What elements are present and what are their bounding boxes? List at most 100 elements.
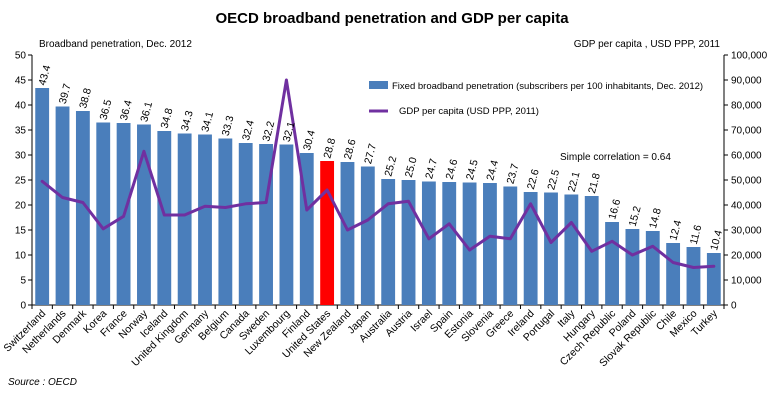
gdp-point: [631, 253, 634, 257]
bar: [483, 183, 497, 305]
gdp-point: [468, 248, 471, 252]
right-axis-label: GDP per capita , USD PPP, 2011: [574, 39, 721, 50]
data-label: 36.5: [98, 98, 115, 121]
data-label: 24.5: [464, 158, 481, 181]
gdp-point: [81, 201, 85, 204]
gdp-point: [101, 227, 105, 231]
data-label: 32.4: [240, 119, 257, 142]
right-tick-label: 50,000: [731, 176, 762, 187]
right-tick-label: 80,000: [731, 101, 762, 112]
gdp-point: [40, 179, 44, 183]
right-tick-label: 70,000: [731, 126, 762, 137]
bar: [96, 122, 111, 305]
data-label: 24.6: [444, 158, 461, 181]
right-tick-label: 90,000: [731, 76, 762, 87]
bar: [177, 133, 192, 305]
data-label: 34.8: [159, 107, 176, 130]
data-label: 15.2: [627, 205, 644, 228]
right-tick-label: 10,000: [731, 276, 762, 287]
legend: Fixed broadband penetration (subscribers…: [369, 81, 703, 117]
bar: [198, 134, 212, 305]
gdp-point: [447, 222, 451, 226]
right-tick-label: 100,000: [731, 51, 768, 62]
gdp-point: [122, 214, 125, 218]
gdp-point: [346, 228, 349, 232]
gdp-point: [264, 201, 268, 204]
gdp-point: [570, 221, 573, 224]
gdp-point: [244, 202, 248, 206]
gdp-point: [692, 266, 695, 269]
left-tick-label: 40: [15, 101, 27, 112]
source-note: Source : OECD: [8, 377, 77, 388]
data-label: 33.3: [220, 114, 237, 137]
bar: [462, 182, 477, 305]
data-label: 22.1: [566, 170, 583, 193]
data-label: 25.0: [403, 156, 420, 179]
right-tick-label: 20,000: [731, 251, 762, 262]
data-label: 39.7: [57, 82, 74, 105]
data-label: 36.4: [118, 99, 135, 122]
bar: [442, 182, 457, 305]
left-tick-label: 35: [15, 126, 27, 137]
gdp-point: [427, 237, 431, 241]
data-label: 32.2: [260, 120, 277, 143]
right-tick-label: 60,000: [731, 151, 762, 162]
data-label: 22.6: [525, 168, 542, 191]
data-label: 34.3: [179, 109, 196, 132]
bar: [157, 131, 172, 305]
bar: [666, 243, 681, 305]
data-labels: 43.439.7 38.836.5 36.4 36.1 34.8 34.3 34.1 33.3…: [36, 64, 725, 252]
data-label: 21.8: [586, 172, 603, 195]
left-tick-label: 25: [15, 176, 27, 187]
legend-bar-label: Fixed broadband penetration (subscribers…: [392, 81, 703, 92]
bar: [320, 161, 335, 305]
data-label: 11.6: [688, 224, 705, 246]
bar: [401, 180, 416, 305]
gdp-point: [712, 264, 716, 268]
left-tick-label: 15: [15, 226, 27, 237]
bar: [564, 194, 579, 305]
bar: [238, 143, 253, 305]
bar: [605, 222, 619, 305]
gdp-point: [142, 149, 146, 153]
left-tick-label: 50: [15, 51, 27, 62]
gdp-point: [529, 202, 532, 206]
right-tick-label: 40,000: [731, 201, 762, 212]
legend-bar-swatch: [369, 81, 388, 89]
bar: [360, 166, 375, 305]
gdp-point: [285, 78, 288, 82]
left-tick-label: 30: [15, 151, 27, 162]
gdp-point: [183, 213, 186, 217]
gdp-point: [386, 202, 390, 206]
correlation-annotation: Simple correlation = 0.64: [560, 152, 671, 163]
legend-line-label: GDP per capita (USD PPP, 2011): [399, 106, 539, 117]
right-tick-label: 30,000: [731, 226, 762, 237]
data-label: 10.4: [708, 229, 725, 252]
bar: [55, 106, 70, 305]
bar: [503, 186, 518, 305]
bar: [75, 111, 90, 305]
bar: [340, 162, 355, 305]
left-tick-label: 5: [20, 276, 26, 287]
left-tick-label: 20: [15, 201, 27, 212]
gdp-point: [407, 199, 410, 203]
bar: [706, 253, 721, 305]
data-label: 28.8: [321, 137, 338, 160]
bar: [381, 179, 396, 305]
gdp-point: [366, 218, 370, 222]
gdp-line-layer: [40, 78, 716, 269]
gdp-point: [203, 204, 207, 208]
right-tick-label: 0: [731, 301, 737, 312]
gdp-point: [325, 188, 329, 192]
data-label: 16.6: [606, 198, 623, 221]
data-label: 23.7: [505, 162, 522, 185]
category-labels: SwitzerlandNetherlandsDenmarkKoreaFrance…: [1, 307, 720, 369]
gdp-point: [488, 234, 492, 238]
gdp-point: [61, 196, 64, 199]
bar: [218, 138, 233, 305]
bar: [686, 247, 701, 305]
data-label: 24.4: [484, 159, 501, 182]
gdp-point: [162, 213, 166, 217]
bar: [544, 192, 558, 305]
